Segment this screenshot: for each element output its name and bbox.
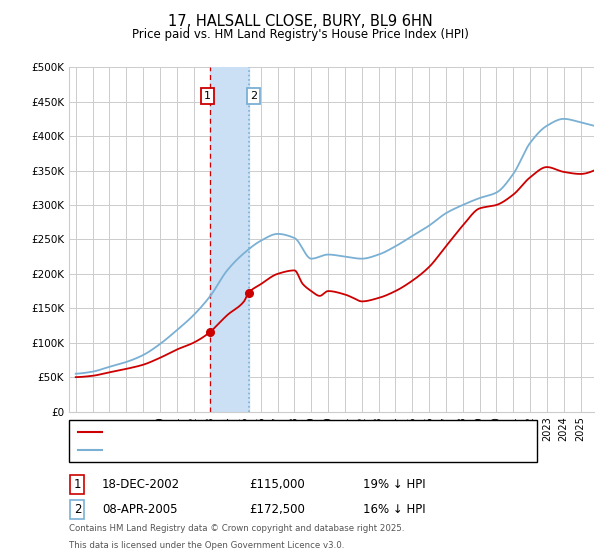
Text: £115,000: £115,000 (249, 478, 305, 491)
Text: 18-DEC-2002: 18-DEC-2002 (102, 478, 180, 491)
Text: 17, HALSALL CLOSE, BURY, BL9 6HN (detached house): 17, HALSALL CLOSE, BURY, BL9 6HN (detach… (106, 427, 390, 437)
Text: 08-APR-2005: 08-APR-2005 (102, 503, 178, 516)
Text: 2: 2 (74, 503, 81, 516)
Text: This data is licensed under the Open Government Licence v3.0.: This data is licensed under the Open Gov… (69, 541, 344, 550)
Text: 19% ↓ HPI: 19% ↓ HPI (363, 478, 425, 491)
Bar (209, 67, 248, 412)
Text: 17, HALSALL CLOSE, BURY, BL9 6HN: 17, HALSALL CLOSE, BURY, BL9 6HN (167, 14, 433, 29)
Text: 1: 1 (74, 478, 81, 491)
Text: HPI: Average price, detached house, Bury: HPI: Average price, detached house, Bury (106, 445, 323, 455)
Text: 1: 1 (203, 91, 211, 101)
Text: 16% ↓ HPI: 16% ↓ HPI (363, 503, 425, 516)
Text: £172,500: £172,500 (249, 503, 305, 516)
Text: Contains HM Land Registry data © Crown copyright and database right 2025.: Contains HM Land Registry data © Crown c… (69, 524, 404, 533)
Text: 2: 2 (250, 91, 257, 101)
Text: Price paid vs. HM Land Registry's House Price Index (HPI): Price paid vs. HM Land Registry's House … (131, 28, 469, 41)
